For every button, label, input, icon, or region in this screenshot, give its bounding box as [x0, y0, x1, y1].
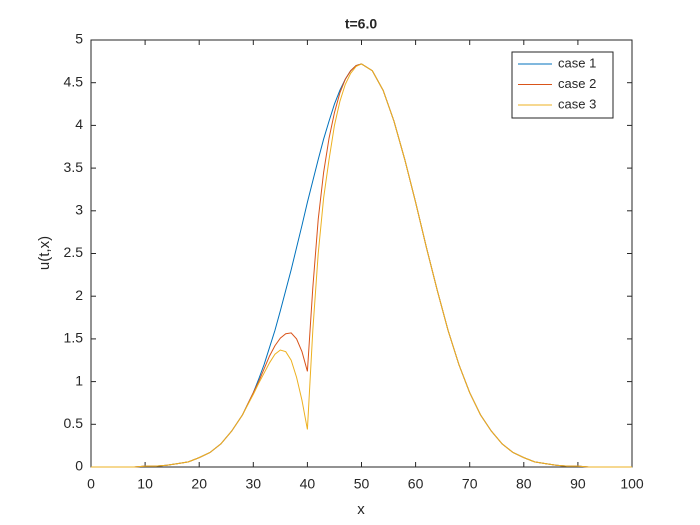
chart-title: t=6.0 [345, 16, 378, 32]
x-axis-label: x [357, 501, 365, 518]
y-tick-label: 2.5 [64, 244, 84, 260]
y-tick-label: 1.5 [64, 330, 84, 346]
legend-label: case 1 [558, 55, 596, 70]
line-series [91, 63, 632, 468]
x-tick-label: 0 [87, 476, 95, 492]
x-tick-label: 80 [516, 476, 532, 492]
x-tick-label: 90 [570, 476, 586, 492]
x-tick-label: 20 [191, 476, 207, 492]
x-tick-label: 40 [300, 476, 316, 492]
x-tick-label: 100 [620, 476, 644, 492]
x-tick-label: 60 [408, 476, 424, 492]
y-tick-label: 0.5 [64, 415, 84, 431]
legend-label: case 3 [558, 96, 596, 111]
y-tick-label: 4.5 [64, 73, 84, 89]
x-tick-label: 10 [137, 476, 153, 492]
x-tick-label: 30 [246, 476, 262, 492]
y-tick-label: 3 [75, 202, 83, 218]
y-tick-label: 0 [75, 458, 83, 474]
legend-label: case 2 [558, 76, 596, 91]
y-tick-label: 1 [75, 372, 83, 388]
y-tick-label: 5 [75, 31, 83, 47]
x-tick-label: 70 [462, 476, 478, 492]
x-tick-label: 50 [354, 476, 370, 492]
y-tick-label: 4 [75, 116, 83, 132]
y-axis-label: u(t,x) [36, 236, 53, 270]
y-tick-label: 3.5 [64, 159, 84, 175]
y-tick-label: 2 [75, 287, 83, 303]
